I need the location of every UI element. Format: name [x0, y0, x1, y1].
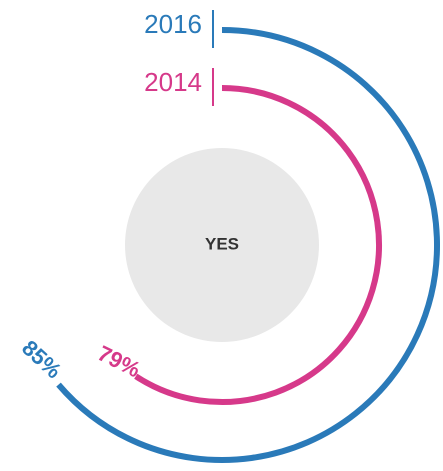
legend-label: 2016 — [144, 9, 202, 39]
arc-bar — [134, 85, 382, 405]
legend-label: 2014 — [144, 67, 202, 97]
center-disc — [125, 148, 319, 342]
arc-bar — [56, 27, 440, 463]
center-label: YES — [205, 234, 239, 253]
value-label: 85% — [17, 335, 66, 383]
